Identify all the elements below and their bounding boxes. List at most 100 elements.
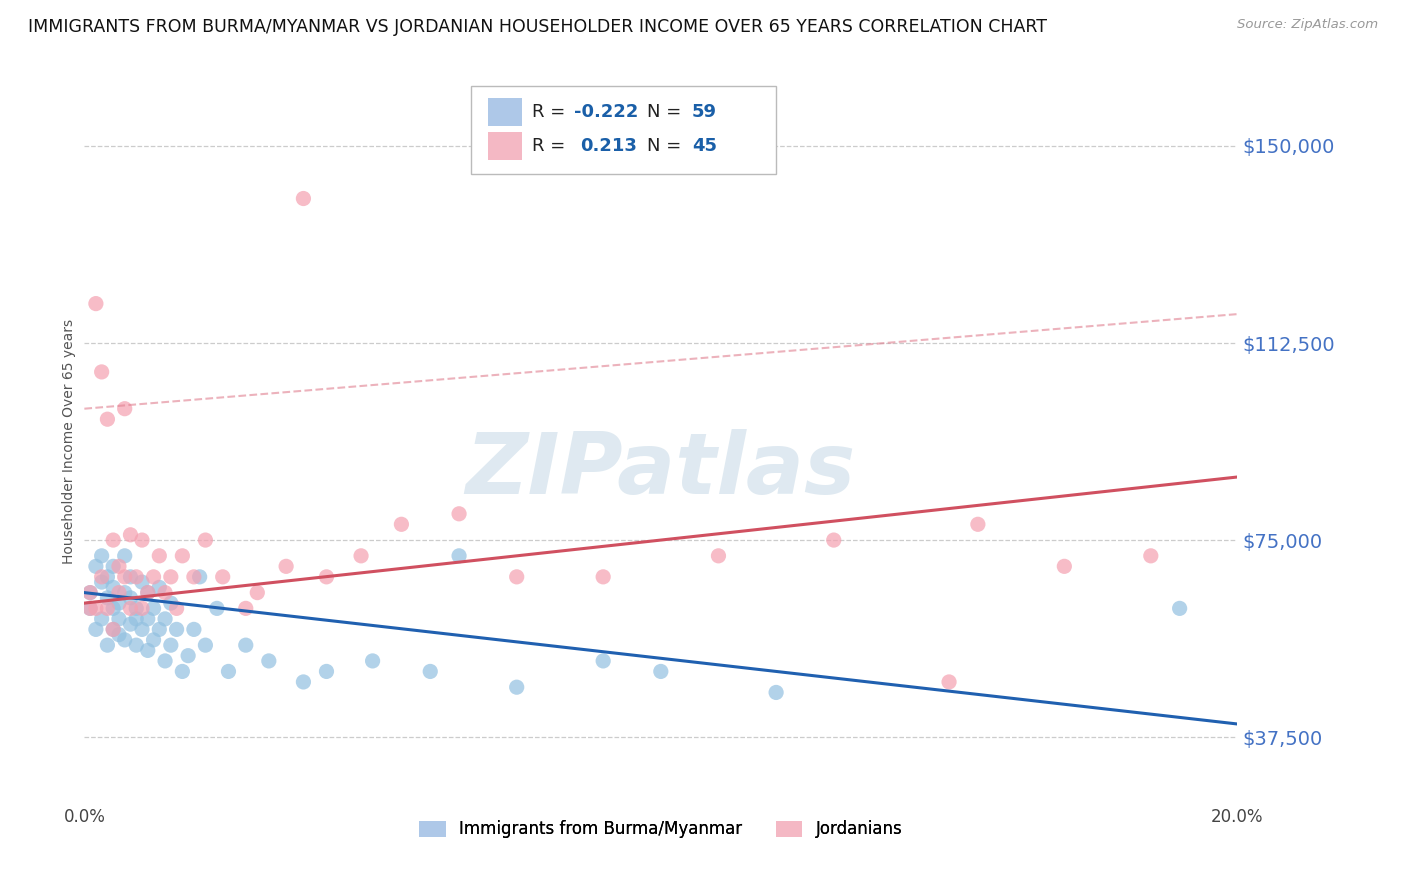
Point [136, 585, 159, 599]
Point [707, 549, 730, 563]
Point [131, 601, 153, 615]
Point [235, 601, 257, 615]
Point [96, 412, 118, 426]
Text: 45: 45 [692, 137, 717, 155]
Point [108, 612, 131, 626]
Point [160, 596, 183, 610]
Text: ZIPatlas: ZIPatlas [465, 429, 856, 512]
Text: N =: N = [647, 137, 688, 155]
Point [419, 665, 441, 679]
Point [506, 570, 529, 584]
Point [142, 601, 165, 615]
Point [125, 638, 148, 652]
Point [103, 623, 124, 637]
Point [235, 638, 257, 652]
Point [194, 638, 217, 652]
Point [103, 623, 124, 637]
Point [96, 601, 118, 615]
Point [96, 591, 118, 605]
Point [79, 601, 101, 615]
Text: 0.213: 0.213 [581, 137, 637, 155]
Point [188, 570, 211, 584]
Point [120, 591, 142, 605]
Point [108, 596, 131, 610]
Point [153, 612, 176, 626]
Text: 59: 59 [692, 103, 717, 121]
Point [125, 601, 148, 615]
Point [90, 612, 112, 626]
Point [108, 559, 131, 574]
Point [205, 601, 228, 615]
Text: R =: R = [531, 103, 571, 121]
Point [315, 570, 337, 584]
Point [90, 365, 112, 379]
Point [120, 617, 142, 632]
Point [90, 570, 112, 584]
Point [172, 665, 194, 679]
Point [967, 517, 990, 532]
FancyBboxPatch shape [471, 86, 776, 174]
Point [650, 665, 672, 679]
Point [120, 570, 142, 584]
Point [103, 580, 124, 594]
Point [96, 570, 118, 584]
FancyBboxPatch shape [488, 98, 523, 126]
Point [84, 623, 107, 637]
Point [211, 570, 233, 584]
Point [84, 296, 107, 310]
Legend: Immigrants from Burma/Myanmar, Jordanians: Immigrants from Burma/Myanmar, Jordanian… [412, 814, 910, 845]
Point [153, 654, 176, 668]
FancyBboxPatch shape [488, 132, 523, 160]
Point [183, 623, 205, 637]
Point [142, 570, 165, 584]
Point [938, 675, 960, 690]
Point [114, 401, 136, 416]
Point [114, 632, 136, 647]
Point [148, 580, 170, 594]
Point [315, 665, 337, 679]
Point [1168, 601, 1191, 615]
Point [166, 623, 188, 637]
Point [90, 575, 112, 590]
Point [84, 559, 107, 574]
Point [148, 623, 170, 637]
Point [114, 585, 136, 599]
Point [823, 533, 845, 547]
Point [194, 533, 217, 547]
Point [449, 549, 471, 563]
Point [79, 601, 101, 615]
Point [136, 585, 159, 599]
Y-axis label: Householder Income Over 65 years: Householder Income Over 65 years [62, 319, 76, 564]
Point [160, 570, 183, 584]
Point [292, 675, 315, 690]
Text: IMMIGRANTS FROM BURMA/MYANMAR VS JORDANIAN HOUSEHOLDER INCOME OVER 65 YEARS CORR: IMMIGRANTS FROM BURMA/MYANMAR VS JORDANI… [28, 18, 1047, 36]
Point [1140, 549, 1163, 563]
Point [84, 601, 107, 615]
Point [1053, 559, 1076, 574]
Point [166, 601, 188, 615]
Point [592, 570, 614, 584]
Point [506, 680, 529, 694]
Point [103, 601, 124, 615]
Point [90, 549, 112, 563]
Point [391, 517, 413, 532]
Point [592, 654, 614, 668]
Point [131, 623, 153, 637]
Point [96, 638, 118, 652]
Point [125, 570, 148, 584]
Text: -0.222: -0.222 [575, 103, 638, 121]
Point [103, 533, 124, 547]
Point [153, 585, 176, 599]
Point [292, 192, 315, 206]
Point [136, 612, 159, 626]
Point [350, 549, 373, 563]
Point [765, 685, 787, 699]
Point [160, 638, 183, 652]
Point [148, 549, 170, 563]
Point [177, 648, 200, 663]
Point [183, 570, 205, 584]
Point [79, 585, 101, 599]
Point [218, 665, 240, 679]
Point [172, 549, 194, 563]
Text: Source: ZipAtlas.com: Source: ZipAtlas.com [1237, 18, 1378, 31]
